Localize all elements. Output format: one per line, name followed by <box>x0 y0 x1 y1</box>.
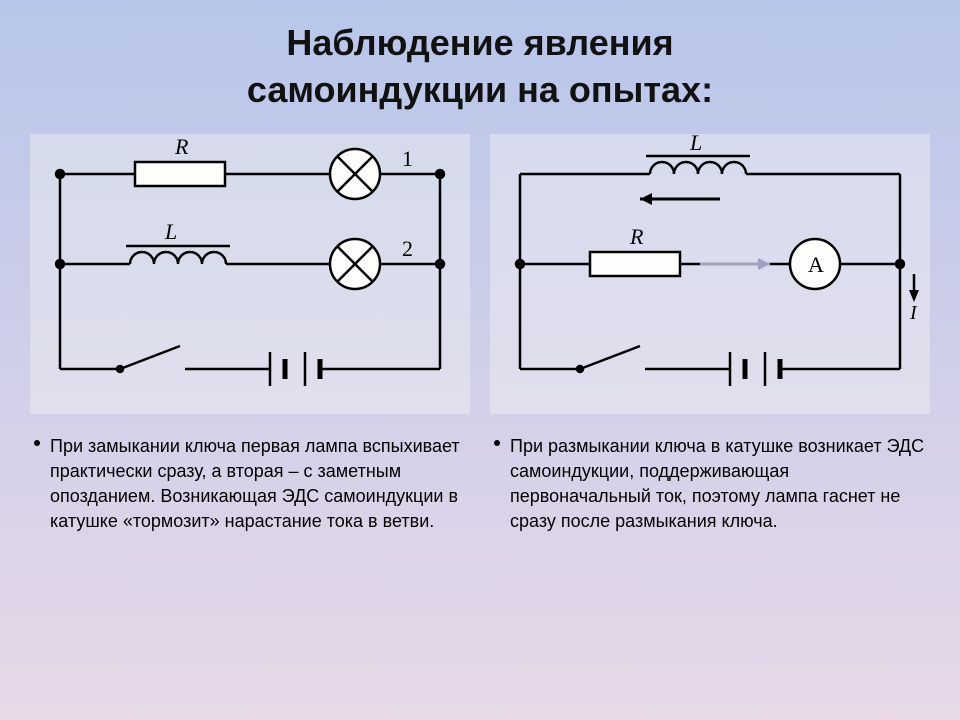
left-caption: При замыкании ключа первая лампа вспыхив… <box>50 434 470 535</box>
label-lamp2: 2 <box>402 236 413 261</box>
left-column: R L 1 2 При замыкании ключа первая лампа… <box>30 134 470 535</box>
label-R2: R <box>629 224 644 249</box>
right-column: L R А I При размыкании ключа в катушке в… <box>490 134 930 535</box>
title-line1: Наблюдение явления <box>30 20 930 67</box>
left-diagram: R L 1 2 <box>30 134 470 414</box>
right-bullet: При размыкании ключа в катушке возникает… <box>490 434 930 535</box>
label-lamp1: 1 <box>402 146 413 171</box>
right-diagram: L R А I <box>490 134 930 414</box>
slide: Наблюдение явления самоиндукции на опыта… <box>0 0 960 720</box>
label-L2: L <box>689 134 702 155</box>
slide-title: Наблюдение явления самоиндукции на опыта… <box>30 20 930 114</box>
right-caption: При размыкании ключа в катушке возникает… <box>510 434 930 535</box>
label-R: R <box>174 134 189 159</box>
label-I: I <box>909 302 918 324</box>
left-bullet: При замыкании ключа первая лампа вспыхив… <box>30 434 470 535</box>
title-line2: самоиндукции на опытах: <box>30 67 930 114</box>
bullet-icon <box>494 440 500 446</box>
content-row: R L 1 2 При замыкании ключа первая лампа… <box>30 134 930 535</box>
bullet-icon <box>34 440 40 446</box>
label-A: А <box>808 252 824 277</box>
label-L: L <box>164 219 177 244</box>
